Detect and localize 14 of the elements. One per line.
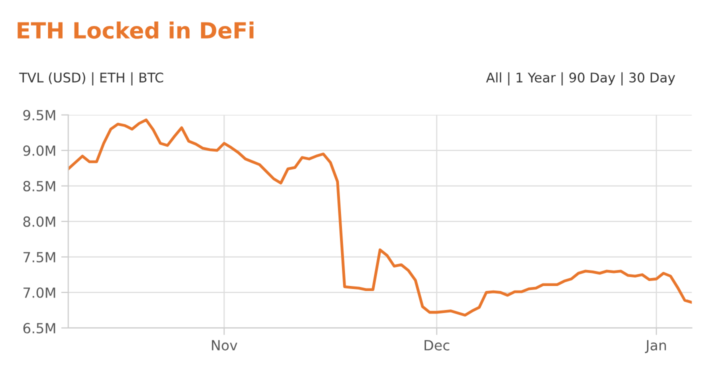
- text: All | 1 Year | 90 Day | 30 Day: [486, 72, 676, 86]
- x-tick-label: Dec: [424, 340, 450, 350]
- x-tick-label: Nov: [212, 340, 238, 350]
- line-series: [68, 118, 692, 317]
- y-tick-label: 7.5M: [24, 252, 56, 262]
- y-tick-label: 8.0M: [23, 216, 56, 227]
- x-tick-label: Jan: [644, 340, 666, 354]
- y-tick-label: 8.5M: [23, 180, 56, 192]
- y-tick-label: 9.0M: [23, 145, 56, 156]
- chart-title: ETH Locked in DeFi: [18, 22, 254, 39]
- y-tick-label: 6.5M: [23, 322, 56, 334]
- text: TVL (USD) | ETH | BTC: [19, 72, 164, 86]
- y-tick-label: 7.0M: [24, 287, 56, 298]
- y-tick-label: 9.5M: [23, 110, 56, 120]
